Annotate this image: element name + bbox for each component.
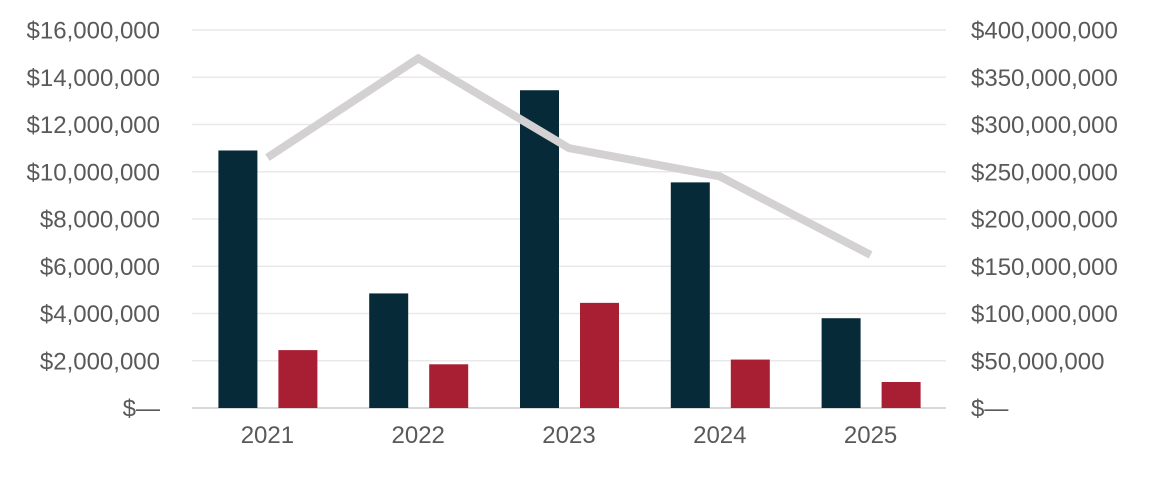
bar-2023-dark-navy-bars [520,90,559,409]
right-axis-tick-label: $400,000,000 [971,18,1118,45]
x-axis-label-2021: 2021 [241,422,294,449]
bar-2025-dark-navy-bars [821,318,861,408]
left-axis-tick-label: $— [123,396,160,423]
left-axis-tick-label: $2,000,000 [40,348,160,375]
right-axis-tick-label: $350,000,000 [971,65,1118,92]
left-axis-tick-label: $14,000,000 [27,65,160,92]
gray-trend-line-path [265,53,873,259]
x-axis-label-2022: 2022 [392,422,445,449]
right-axis-tick-label: $— [971,396,1008,423]
bar-2022-dark-navy-bars [369,293,409,408]
left-axis-tick-label: $16,000,000 [27,18,160,45]
bar-2022-crimson-bars [429,364,469,408]
bar-2023-crimson-bars [580,302,619,408]
right-axis-tick-label: $50,000,000 [971,348,1104,375]
right-axis-tick-label: $300,000,000 [971,112,1118,139]
left-axis-tick-label: $10,000,000 [27,159,160,186]
left-axis-tick-label: $8,000,000 [40,207,160,234]
x-axis-label-2024: 2024 [693,422,746,449]
bar-2024-dark-navy-bars [670,182,710,408]
bar-2024-crimson-bars [730,359,770,408]
x-axis-label-2025: 2025 [844,422,897,449]
right-axis-tick-label: $250,000,000 [971,159,1118,186]
right-axis-tick-label: $100,000,000 [971,301,1118,328]
left-axis-tick-label: $12,000,000 [27,112,160,139]
left-axis-tick-label: $6,000,000 [40,254,160,281]
x-axis-label-2023: 2023 [542,422,595,449]
bar-2021-crimson-bars [278,350,318,408]
right-axis-tick-label: $150,000,000 [971,254,1118,281]
left-axis-tick-label: $4,000,000 [40,301,160,328]
right-axis-tick-label: $200,000,000 [971,207,1118,234]
bar-2021-dark-navy-bars [218,150,258,409]
bar-2025-crimson-bars [881,382,921,408]
